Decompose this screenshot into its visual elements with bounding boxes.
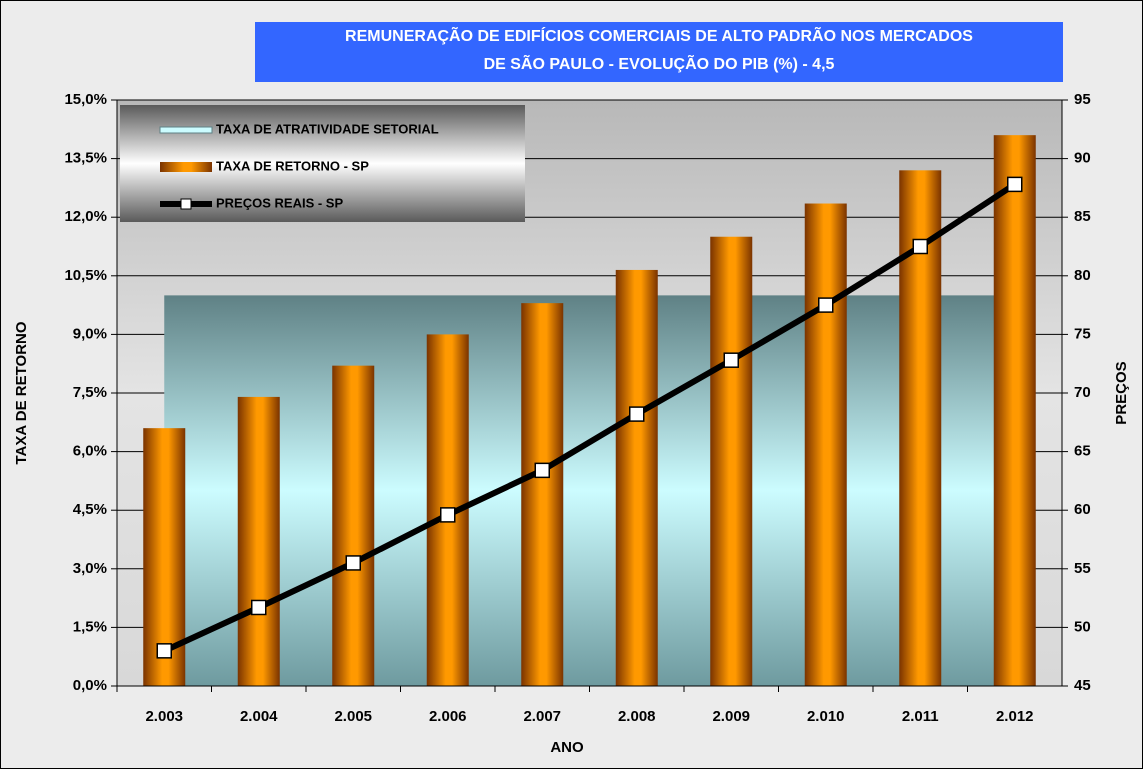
y-tick-label: 4,5% xyxy=(73,501,107,518)
marker xyxy=(440,507,456,523)
marker xyxy=(912,238,928,255)
y2-tick-label: 75 xyxy=(1074,325,1091,342)
y2-tick-label: 70 xyxy=(1074,384,1091,401)
bar xyxy=(615,269,658,686)
y-tick-label: 13,5% xyxy=(64,150,107,167)
y-tick-label: 6,0% xyxy=(73,443,107,460)
bar xyxy=(710,236,753,686)
y2-tick-label: 50 xyxy=(1074,618,1091,635)
y-tick-label: 9,0% xyxy=(73,325,107,342)
legend-label: TAXA DE ATRATIVIDADE SETORIAL xyxy=(216,121,439,136)
marker xyxy=(818,297,834,313)
line xyxy=(162,181,1017,654)
marker xyxy=(345,555,361,571)
y-tick-label: 15,0% xyxy=(64,91,107,108)
y2-tick-label: 45 xyxy=(1074,677,1091,694)
x-tick-label: 2.007 xyxy=(523,708,561,725)
marker xyxy=(251,599,267,616)
bar xyxy=(332,365,375,686)
bar xyxy=(993,135,1036,686)
y2-tick-label: 80 xyxy=(1074,267,1091,284)
marker xyxy=(534,462,550,479)
x-tick-label: 2.011 xyxy=(902,708,939,725)
x-tick-label: 2.005 xyxy=(334,708,372,725)
marker xyxy=(629,406,645,422)
y-tick-label: 10,5% xyxy=(64,267,107,284)
y2-axis-title: PREÇOS xyxy=(1113,361,1130,424)
marker xyxy=(156,643,172,659)
x-tick-label: 2.010 xyxy=(807,708,845,725)
y-tick-label: 7,5% xyxy=(73,384,107,401)
x-tick-label: 2.003 xyxy=(145,708,183,725)
x-tick-label: 2.004 xyxy=(240,708,278,725)
legend-swatch xyxy=(159,126,213,134)
y2-tick-label: 65 xyxy=(1074,443,1091,460)
legend-label: PREÇOS REAIS - SP xyxy=(216,195,343,210)
y-tick-label: 12,0% xyxy=(64,208,107,225)
legend-marker xyxy=(180,198,192,210)
y-tick-label: 0,0% xyxy=(73,677,107,694)
x-tick-label: 2.006 xyxy=(429,708,467,725)
x-tick-label: 2.009 xyxy=(712,708,750,725)
marker xyxy=(1007,176,1023,193)
legend-swatch xyxy=(160,162,212,172)
y2-tick-label: 95 xyxy=(1074,91,1091,108)
title-box xyxy=(255,22,1063,82)
y2-tick-label: 85 xyxy=(1074,208,1091,225)
y-tick-label: 3,0% xyxy=(73,560,107,577)
x-tick-label: 2.012 xyxy=(996,708,1034,725)
bar xyxy=(521,303,564,686)
legend-label: TAXA DE RETORNO - SP xyxy=(216,158,369,173)
y2-tick-label: 60 xyxy=(1074,501,1091,518)
y-axis-title: TAXA DE RETORNO xyxy=(13,321,30,464)
chart-title: REMUNERAÇÃO DE EDIFÍCIOS COMERCIAIS DE A… xyxy=(345,25,973,73)
x-tick-label: 2.008 xyxy=(618,708,656,725)
y-tick-label: 1,5% xyxy=(73,618,107,635)
marker xyxy=(723,352,739,368)
y2-tick-label: 90 xyxy=(1074,150,1091,167)
x-axis-title: ANO xyxy=(550,739,584,756)
y2-tick-label: 55 xyxy=(1074,560,1091,577)
area xyxy=(164,295,1015,686)
bar xyxy=(237,396,280,686)
bar xyxy=(804,203,847,686)
